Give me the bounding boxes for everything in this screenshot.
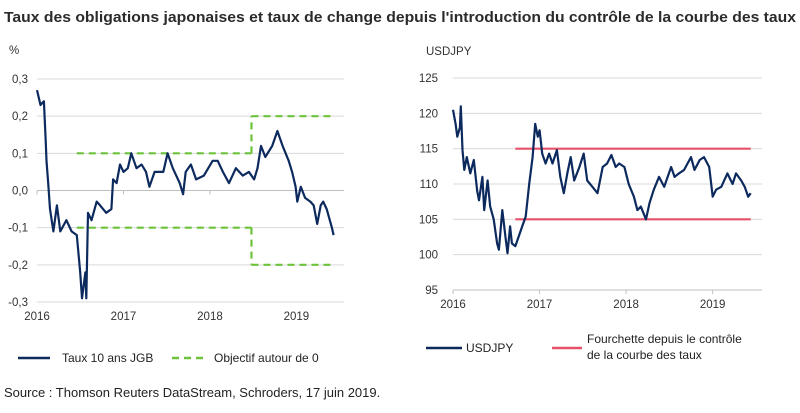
x-tick-label: 2016 xyxy=(24,311,50,323)
y-tick-label: 100 xyxy=(419,250,438,262)
y-tick-label: -0,1 xyxy=(8,223,28,235)
y-tick-label: 110 xyxy=(420,179,438,191)
source-note: Source : Thomson Reuters DataStream, Sch… xyxy=(4,385,380,400)
y-tick-label: -0,3 xyxy=(8,297,28,309)
jgb-yield-line xyxy=(35,89,335,300)
legend-label-usdjpy: USDJPY xyxy=(466,341,513,355)
jgb-chart: % 0,3 0,2 0,1 0,0 -0,1 -0,2 -0,3 2016 2017 2018 20… xyxy=(8,45,344,323)
y-tick-label: 0,3 xyxy=(12,74,28,86)
x-tick-label: 2018 xyxy=(613,299,639,311)
chart-title: Taux des obligations japonaises et taux … xyxy=(4,9,797,26)
legend-label-range-line1: Fourchette depuis le contrôle xyxy=(587,332,742,346)
x-tick-label: 2016 xyxy=(440,299,466,311)
legend-label-range-line2: de la courbe des taux xyxy=(587,348,702,362)
x-tick-label: 2018 xyxy=(197,311,223,323)
y-tick-label: 120 xyxy=(419,108,438,120)
y-tick-label: 0,1 xyxy=(12,148,28,160)
x-tick-label: 2019 xyxy=(700,299,726,311)
legend-label-jgb: Taux 10 ans JGB xyxy=(62,351,153,365)
y-tick-label: 95 xyxy=(425,285,438,297)
right-y-axis-label: USDJPY xyxy=(426,46,472,58)
y-tick-label: 105 xyxy=(419,214,438,226)
left-y-axis-label: % xyxy=(9,45,19,57)
right-legend: USDJPY Fourchette depuis le contrôle de … xyxy=(426,332,742,362)
y-tick-label: 125 xyxy=(419,73,438,85)
y-tick-label: -0,2 xyxy=(8,260,28,272)
x-tick-label: 2017 xyxy=(527,299,553,311)
x-tick-label: 2017 xyxy=(111,311,137,323)
left-legend: Taux 10 ans JGB Objectif autour de 0 xyxy=(18,351,319,365)
y-tick-label: 0,2 xyxy=(12,111,28,123)
y-tick-label: 0,0 xyxy=(12,186,28,198)
legend-label-target: Objectif autour de 0 xyxy=(214,351,319,365)
y-tick-label: 115 xyxy=(420,144,438,156)
usdjpy-line xyxy=(451,105,752,255)
x-tick-label: 2019 xyxy=(284,311,310,323)
